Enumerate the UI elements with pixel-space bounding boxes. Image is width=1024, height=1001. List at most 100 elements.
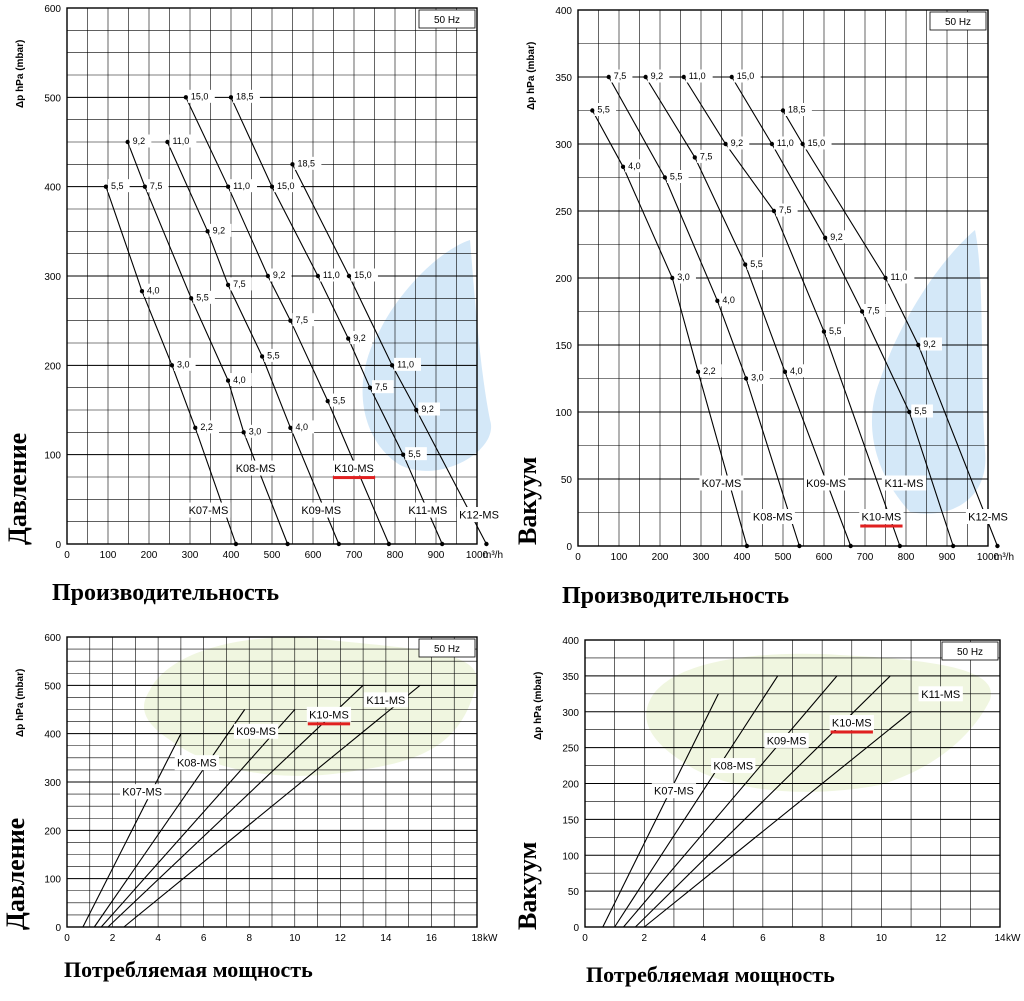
model-label-k08-ms-bg — [711, 758, 756, 774]
y-tick-label: 200 — [44, 826, 61, 837]
data-point — [916, 342, 921, 348]
y-tick-label: 100 — [44, 875, 61, 886]
model-label-k11-ms: K11-MS — [408, 505, 447, 517]
kw-label: 4,0 — [147, 285, 160, 295]
y-tick-label: 350 — [562, 672, 579, 683]
y-tick-label: 500 — [44, 93, 61, 104]
y-tick-label: 250 — [555, 207, 572, 218]
kw-label: 7,5 — [614, 71, 627, 81]
kw-label-bg — [911, 404, 933, 418]
y-tick-label: 100 — [44, 451, 61, 462]
kw-label: 2,2 — [200, 422, 213, 432]
data-point — [228, 95, 234, 100]
x-tick-label: 300 — [182, 550, 199, 561]
x-tick-label: 0 — [64, 550, 70, 561]
data-point — [325, 398, 330, 404]
data-point — [769, 141, 775, 147]
kw-label-bg — [351, 268, 378, 282]
kw-label: 5,5 — [750, 259, 763, 269]
chart3-xlabel: Потребляемая мощность — [586, 962, 835, 987]
model-label-k07-ms: K07-MS — [702, 478, 742, 490]
kw-label: 9,2 — [133, 136, 146, 146]
kw-label-bg — [785, 103, 812, 116]
kw-label-bg — [292, 313, 315, 327]
data-point — [193, 425, 198, 431]
operating-zone — [362, 240, 492, 471]
kw-label-bg — [169, 134, 197, 148]
data-point — [439, 541, 445, 547]
data-point — [269, 184, 275, 189]
y-tick-label: 50 — [561, 475, 573, 486]
x-tick-label: 600 — [305, 550, 322, 561]
x-tick-label: 400 — [734, 552, 751, 563]
chart0-xlabel: Производительность — [52, 580, 279, 606]
kw-label: 11,0 — [323, 270, 340, 280]
model-label-k09-ms-bg — [764, 732, 809, 748]
data-point — [386, 541, 392, 547]
x-unit-label: kW — [483, 933, 498, 944]
model-label-k11-ms-bg — [881, 475, 927, 491]
x-tick-label: 8 — [819, 933, 825, 944]
kw-label: 15,0 — [191, 92, 209, 102]
kw-label-bg — [787, 364, 809, 378]
x-tick-label: 4 — [701, 933, 707, 944]
data-point — [907, 409, 912, 415]
model-label-k07-ms-bg — [699, 475, 744, 491]
kw-label: 4,0 — [722, 295, 735, 305]
data-point — [823, 235, 828, 240]
kw-label-bg — [733, 69, 761, 83]
model-label-k08-ms: K08-MS — [713, 761, 753, 773]
operating-zone — [646, 653, 992, 792]
x-tick-label: 18 — [471, 933, 483, 944]
y-tick-label: 400 — [44, 730, 61, 741]
model-label-k07-ms: K07-MS — [122, 787, 162, 799]
kw-label: 4,0 — [790, 366, 803, 376]
y-tick-label: 0 — [566, 542, 572, 553]
frequency-label: 50 Hz — [434, 644, 460, 655]
x-tick-label: 0 — [575, 552, 581, 563]
kw-label: 11,0 — [891, 272, 908, 282]
kw-label-bg — [144, 283, 166, 297]
plot-frame — [577, 9, 989, 547]
data-point — [233, 541, 239, 547]
y-tick-label: 300 — [562, 708, 579, 719]
x-tick-label: 14 — [994, 933, 1006, 944]
data-point — [288, 425, 293, 431]
y-tick-label: 150 — [555, 341, 572, 352]
chart-vacuum-power: 0 2 4 6 8 10 12 14 0 50 100 150 200 250 300 350 400 kW Δp … — [533, 636, 1021, 944]
frequency-label: 50 Hz — [434, 15, 460, 26]
model-label-k12-ms: K12-MS — [968, 511, 1008, 523]
model-label-k07-ms-bg — [186, 502, 231, 518]
x-tick-label: 100 — [100, 550, 117, 561]
chart-vacuum-capacity: 0 100 200 300 400 500 600 700 800 900 1000 0 50 100 15… — [526, 6, 1014, 563]
kw-label: 9,2 — [353, 333, 366, 343]
kw-label-bg — [107, 179, 130, 193]
data-point — [780, 108, 786, 113]
kw-label-bg — [394, 357, 422, 371]
data-point — [590, 108, 595, 113]
kw-label-bg — [826, 324, 848, 338]
frequency-label: 50 Hz — [945, 17, 971, 28]
kw-label: 15,0 — [737, 71, 755, 81]
series-line-k08-ms — [93, 709, 246, 928]
model-label-k12-ms: K12-MS — [459, 509, 499, 521]
kw-label: 11,0 — [233, 181, 250, 191]
kw-label: 9,2 — [830, 232, 843, 242]
y-tick-label: 300 — [44, 272, 61, 283]
kw-label-bg — [405, 447, 427, 461]
frequency-box — [941, 641, 999, 661]
kw-label-bg — [700, 364, 722, 378]
x-unit-label: kW — [1006, 933, 1021, 944]
kw-label-bg — [230, 373, 252, 387]
kw-label: 9,2 — [731, 138, 744, 148]
frequency-box — [418, 638, 476, 658]
data-point — [897, 543, 903, 549]
chart0-ylabel: Давление — [3, 433, 32, 545]
data-point — [620, 164, 626, 169]
data-point — [715, 298, 720, 303]
data-point — [125, 139, 130, 145]
data-point — [670, 275, 675, 281]
model-label-k11-ms: K11-MS — [366, 695, 405, 707]
kw-label-bg — [245, 424, 268, 438]
kw-label-bg — [230, 277, 252, 291]
